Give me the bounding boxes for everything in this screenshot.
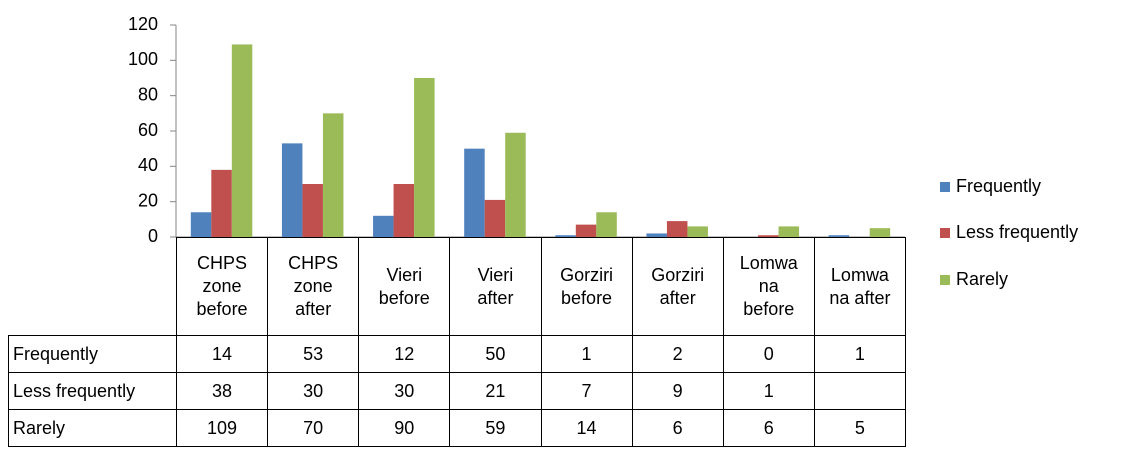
- bar: [575, 224, 597, 237]
- table-header-row: CHPS zone before CHPS zone after Vieri bef…: [8, 237, 907, 336]
- table-cell: 30: [267, 372, 360, 410]
- bar: [302, 184, 323, 237]
- table-cell: 12: [358, 335, 451, 373]
- table-row: Frequently 14 53 12 50 1 2 0 1: [8, 335, 907, 373]
- table-cell: 6: [631, 409, 724, 447]
- table-cell: 59: [449, 409, 542, 447]
- bar: [281, 143, 303, 237]
- table-cell: 21: [449, 372, 542, 410]
- bar: [231, 44, 253, 237]
- bar: [828, 235, 850, 237]
- table-cell: 5: [813, 409, 907, 447]
- table-row: Less frequently 38 30 30 21 7 9 1: [8, 372, 907, 410]
- bar: [484, 199, 506, 237]
- table-cell: 90: [358, 409, 451, 447]
- x-tick-label: Gorziri after: [631, 237, 724, 336]
- legend-label: Less frequently: [956, 222, 1078, 242]
- y-tick-label: 40: [138, 155, 158, 175]
- legend-label: Rarely: [956, 269, 1008, 289]
- row-label: Less frequently: [8, 372, 177, 410]
- bar: [555, 235, 576, 237]
- legend-item: Rarely: [940, 269, 1008, 289]
- bar: [322, 113, 344, 237]
- y-tick-label: 100: [128, 49, 158, 69]
- table-cell: 2: [631, 335, 724, 373]
- y-tick-label: 20: [138, 190, 158, 210]
- table-cell: 1: [813, 335, 907, 373]
- y-tick-label: 80: [138, 84, 158, 104]
- table-cell: 38: [175, 372, 269, 410]
- x-tick-label: Lomwana before: [722, 237, 815, 336]
- table-cell: [813, 372, 907, 410]
- x-tick-label: Vieri before: [358, 237, 451, 336]
- y-tick-label: 0: [148, 226, 158, 246]
- bar: [778, 226, 800, 237]
- row-label: Rarely: [8, 409, 177, 447]
- bar: [596, 212, 617, 237]
- x-tick-label: Vieri after: [449, 237, 542, 336]
- y-tick-label: 60: [138, 120, 158, 140]
- x-tick-label: Gorziri before: [540, 237, 633, 336]
- legend-swatch: [940, 275, 950, 285]
- bar: [464, 148, 485, 237]
- table-cell: 14: [175, 335, 269, 373]
- bar: [211, 169, 232, 237]
- table-cell: 30: [358, 372, 451, 410]
- table-cell: 14: [540, 409, 633, 447]
- table-cell: 9: [631, 372, 724, 410]
- table-cell: 1: [722, 372, 815, 410]
- data-table: CHPS zone before CHPS zone after Vieri bef…: [8, 237, 907, 447]
- table-cell: 70: [267, 409, 360, 447]
- table-cell: 7: [540, 372, 633, 410]
- bar: [190, 212, 212, 237]
- table-cell: 0: [722, 335, 815, 373]
- row-label: Frequently: [8, 335, 177, 373]
- bar: [373, 215, 394, 237]
- legend-swatch: [940, 228, 950, 238]
- legend-swatch: [940, 182, 950, 192]
- legend-item: Less frequently: [940, 222, 1078, 242]
- x-tick-label: CHPS zone after: [267, 237, 360, 336]
- bar: [646, 233, 667, 237]
- bar: [505, 132, 526, 237]
- bar: [758, 235, 779, 237]
- legend-item: Frequently: [940, 176, 1041, 196]
- y-tick-label: 120: [128, 14, 158, 34]
- bar: [393, 184, 415, 237]
- table-cell: 6: [722, 409, 815, 447]
- bar: [414, 78, 435, 237]
- table-cell: 50: [449, 335, 542, 373]
- table-corner: [8, 237, 177, 336]
- table-cell: 53: [267, 335, 360, 373]
- table-cell: 109: [175, 409, 269, 447]
- x-tick-label: CHPS zone before: [175, 237, 269, 336]
- bar: [869, 228, 891, 237]
- legend-label: Frequently: [956, 176, 1041, 196]
- table-row: Rarely 109 70 90 59 14 6 6 5: [8, 409, 907, 447]
- table-cell: 1: [540, 335, 633, 373]
- bar: [687, 226, 708, 237]
- bar: [666, 221, 688, 237]
- x-tick-label: Lomwana after: [813, 237, 907, 336]
